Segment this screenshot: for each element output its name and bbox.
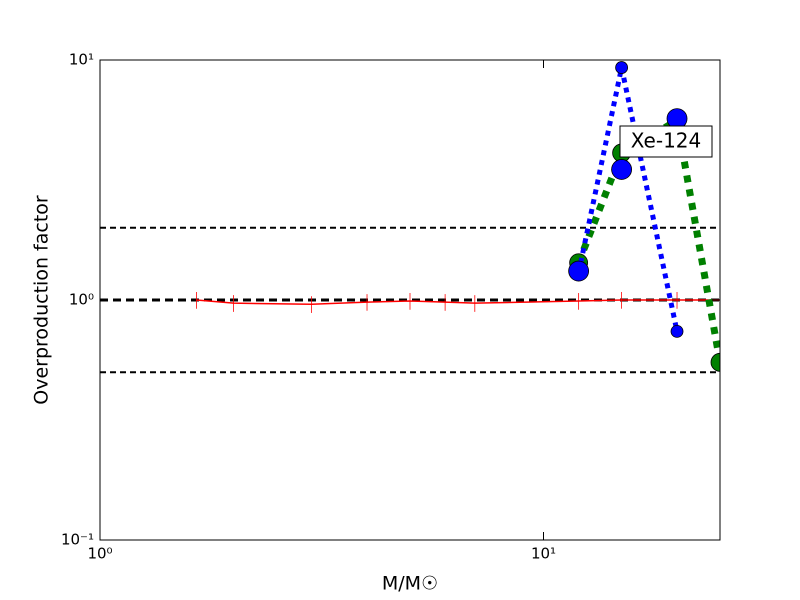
y-tick-label: 10¹ bbox=[69, 51, 94, 69]
data-point bbox=[670, 324, 684, 338]
data-point bbox=[710, 352, 720, 372]
series-line bbox=[575, 114, 720, 363]
y-tick-label: 10⁰ bbox=[69, 291, 94, 309]
y-axis-label: Overproduction factor bbox=[31, 195, 53, 405]
annotation-box bbox=[619, 125, 713, 158]
x-tick-label: 10¹ bbox=[531, 545, 556, 563]
data-point bbox=[615, 61, 629, 74]
y-tick-label: 10⁻¹ bbox=[61, 531, 94, 549]
x-axis-label: M/M☉ bbox=[382, 573, 438, 595]
data-point bbox=[568, 260, 590, 282]
data-point bbox=[611, 159, 633, 180]
annotation: Xe-124 bbox=[631, 129, 702, 153]
plot-area bbox=[100, 61, 720, 374]
x-tick-label: 10⁰ bbox=[87, 545, 112, 563]
